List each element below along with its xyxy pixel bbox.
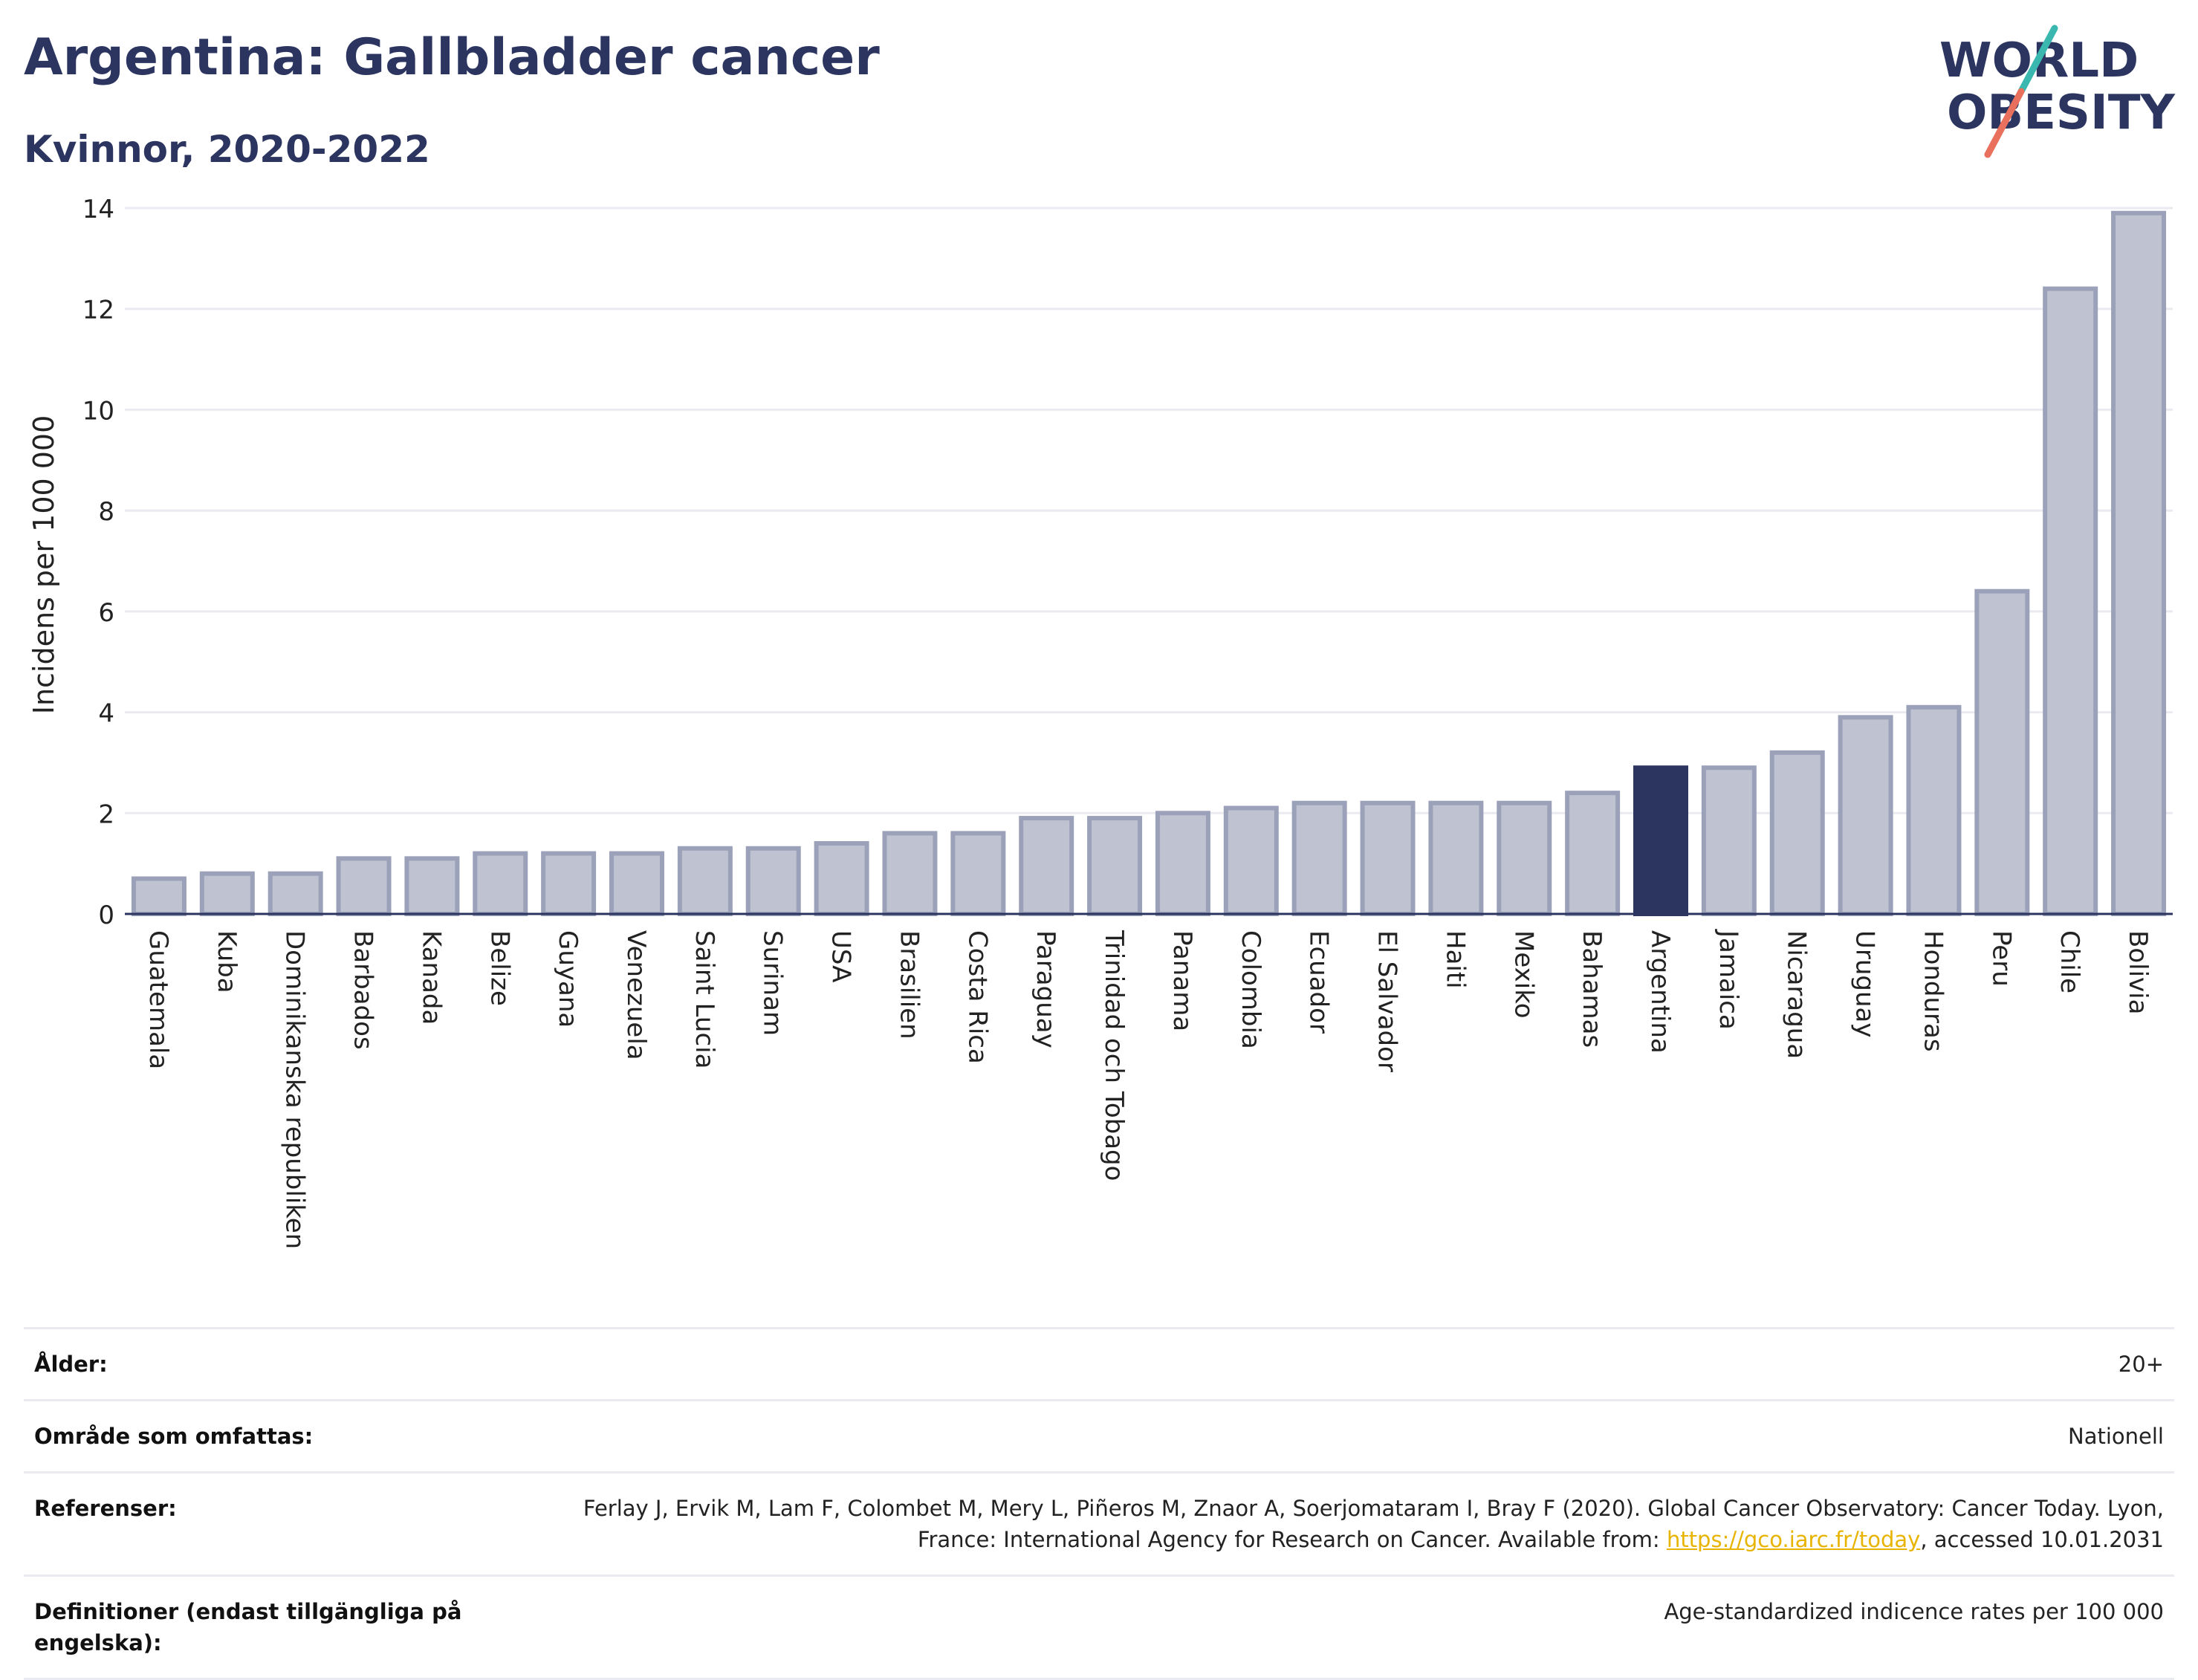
x-tick-label: Saint Lucia: [690, 930, 719, 1068]
bar: [609, 851, 664, 916]
bar-highlight: [1633, 765, 1688, 917]
bar: [745, 846, 801, 916]
meta-value: Ferlay J, Ervik M, Lam F, Colombet M, Me…: [529, 1493, 2164, 1555]
bar: [1974, 588, 2030, 916]
x-tick-label: Brasilien: [894, 930, 924, 1040]
chart-title: Argentina: Gallbladder cancer: [24, 28, 880, 87]
x-tick-label: Nicaragua: [1782, 930, 1812, 1059]
bar: [336, 856, 392, 916]
logo-slash-coral: [1984, 88, 2025, 158]
x-tick-label: Costa Rica: [962, 930, 992, 1064]
bar: [1223, 805, 1279, 916]
bars: [131, 210, 2167, 917]
meta-label: Definitioner (endast tillgängliga på eng…: [34, 1599, 462, 1655]
x-tick-label: Surinam: [758, 930, 788, 1036]
x-tick-label: Dominikanska republiken: [280, 930, 310, 1249]
bar: [1906, 704, 1962, 916]
meta-value: Age-standardized indicence rates per 100…: [1664, 1599, 2164, 1624]
meta-value-text-after: , accessed 10.01.2031: [1920, 1527, 2164, 1552]
y-tick-label: 4: [98, 699, 114, 729]
meta-label: Referenser:: [34, 1496, 177, 1521]
meta-row: Ålder: 20+: [24, 1327, 2174, 1399]
x-tick-label: Honduras: [1918, 930, 1948, 1052]
meta-value: 20+: [2118, 1352, 2164, 1377]
meta-label: Ålder:: [34, 1352, 108, 1377]
bar: [2111, 210, 2167, 917]
y-tick-label: 0: [98, 901, 114, 930]
y-tick-label: 8: [98, 497, 114, 527]
bar: [541, 851, 597, 916]
x-tick-label: Haiti: [1440, 930, 1470, 989]
world-obesity-logo: WORLD OBESITY: [1939, 25, 2175, 158]
y-tick-label: 10: [82, 396, 114, 426]
bar: [1838, 715, 1893, 916]
y-axis-label: Incidens per 100 000: [27, 415, 60, 715]
meta-row: Referenser: Ferlay J, Ervik M, Lam F, Col…: [24, 1471, 2174, 1574]
x-tick-label: Guyana: [553, 930, 583, 1028]
y-tick-label: 12: [82, 296, 114, 325]
bar: [1497, 800, 1552, 917]
metadata-table: Ålder: 20+ Område som omfattas: Nationell Re…: [24, 1327, 2174, 1680]
x-tick-label: Trinidad och Tobago: [1099, 930, 1129, 1181]
x-tick-label: El Salvador: [1372, 930, 1402, 1072]
chart-subtitle: Kvinnor, 2020-2022: [24, 128, 430, 171]
bar: [950, 831, 1006, 917]
meta-label: Område som omfattas:: [34, 1424, 314, 1449]
bar: [1087, 816, 1143, 916]
x-tick-label: USA: [826, 930, 856, 982]
bar: [1565, 791, 1621, 917]
bar: [814, 841, 869, 916]
logo-slash-teal: [2017, 25, 2058, 95]
meta-row: Definitioner (endast tillgängliga på eng…: [24, 1574, 2174, 1680]
bar: [1769, 750, 1825, 916]
x-tick-label: Bahamas: [1577, 930, 1607, 1048]
x-tick-label: Belize: [484, 930, 514, 1006]
bar: [1360, 800, 1416, 917]
y-tick-label: 6: [98, 598, 114, 628]
reference-link[interactable]: https://gco.iarc.fr/today: [1666, 1527, 1921, 1552]
x-tick-label: Barbados: [348, 930, 378, 1050]
meta-row: Område som omfattas: Nationell: [24, 1399, 2174, 1471]
x-tick-label: Kuba: [212, 930, 241, 993]
bar: [268, 871, 323, 917]
bar: [473, 851, 528, 916]
x-tick-label: Mexiko: [1508, 930, 1538, 1019]
x-tick-label: Peru: [1986, 930, 2016, 987]
x-tick-label: Bolivia: [2123, 930, 2153, 1014]
bar: [199, 871, 255, 917]
bar: [1155, 811, 1210, 916]
bar: [882, 831, 938, 917]
x-tick-label: Venezuela: [621, 930, 651, 1060]
bar: [1291, 800, 1347, 917]
y-tick-label: 2: [98, 800, 114, 829]
x-tick-label: Kanada: [416, 930, 446, 1025]
bar: [1428, 800, 1484, 917]
x-tick-label: Chile: [2055, 930, 2084, 993]
x-tick-label: Guatemala: [143, 930, 173, 1069]
x-tick-label: Jamaica: [1714, 929, 1743, 1030]
bar: [1019, 816, 1074, 916]
x-tick-label: Uruguay: [1850, 930, 1880, 1038]
bar: [677, 846, 733, 916]
axes: 0 2 4 6 8 10 12 14 Guatemala Kuba Dominikanska rep…: [82, 195, 2173, 1249]
x-tick-label: Colombia: [1236, 930, 1265, 1049]
x-tick-label: Panama: [1167, 930, 1197, 1031]
logo-text-obesity: OBESITY: [1947, 85, 2175, 140]
x-tick-label: Argentina: [1645, 930, 1675, 1054]
bar: [1701, 765, 1757, 917]
x-tick-label: Paraguay: [1031, 930, 1060, 1048]
bar: [2043, 286, 2098, 917]
meta-value: Nationell: [2068, 1424, 2164, 1449]
meta-value-text: Ferlay J, Ervik M, Lam F, Colombet M, Me…: [583, 1496, 2164, 1552]
bar-chart: 0 2 4 6 8 10 12 14 Guatemala Kuba Dominikanska rep…: [27, 195, 2173, 1249]
bar: [404, 856, 460, 916]
bar: [131, 876, 187, 916]
x-tick-label: Ecuador: [1304, 930, 1334, 1034]
y-tick-label: 14: [82, 195, 114, 224]
